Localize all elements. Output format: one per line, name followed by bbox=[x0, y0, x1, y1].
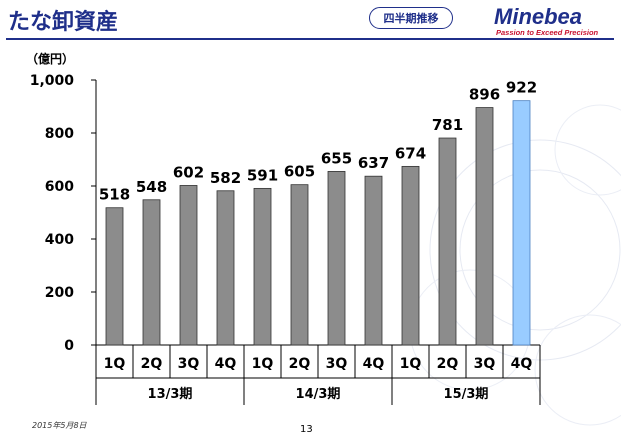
bar-value-label: 674 bbox=[395, 144, 426, 162]
bar bbox=[105, 207, 124, 346]
category-label: 3Q bbox=[474, 356, 496, 372]
bar bbox=[253, 187, 272, 346]
category-label: 4Q bbox=[215, 356, 237, 372]
bar-value-label: 548 bbox=[136, 178, 167, 196]
bar bbox=[327, 171, 346, 346]
chart-bars bbox=[105, 100, 531, 346]
bar-value-label: 591 bbox=[247, 166, 278, 184]
footer-date: 2015年5月8日 bbox=[32, 421, 87, 430]
category-label: 2Q bbox=[289, 356, 311, 372]
title-divider bbox=[6, 38, 614, 40]
category-label: 3Q bbox=[326, 356, 348, 372]
bar-value-label: 781 bbox=[432, 116, 463, 134]
bar bbox=[364, 175, 383, 346]
company-tagline: Passion to Exceed Precision bbox=[496, 28, 599, 37]
group-label: 13/3期 bbox=[148, 387, 193, 402]
category-label: 2Q bbox=[437, 356, 459, 372]
bar bbox=[438, 137, 457, 346]
y-tick-label: 400 bbox=[45, 232, 74, 248]
category-label: 1Q bbox=[252, 356, 274, 372]
y-axis-unit-label: （億円） bbox=[26, 52, 75, 66]
y-tick-label: 200 bbox=[45, 285, 74, 301]
bar bbox=[216, 190, 235, 346]
bar-value-label: 655 bbox=[321, 149, 352, 167]
y-tick-label: 600 bbox=[45, 179, 74, 195]
category-label: 4Q bbox=[511, 356, 533, 372]
bar-value-label: 922 bbox=[506, 79, 537, 97]
category-label: 1Q bbox=[104, 356, 126, 372]
chart-axes: 0 200 400 600 800 1,000 bbox=[30, 73, 541, 405]
y-tick-label: 1,000 bbox=[30, 73, 75, 89]
bar-value-label: 602 bbox=[173, 163, 204, 181]
period-badge: 四半期推移 bbox=[369, 7, 453, 29]
y-tick-label: 800 bbox=[45, 126, 74, 142]
bar bbox=[512, 100, 531, 346]
bar-value-label: 518 bbox=[99, 186, 130, 204]
category-label: 3Q bbox=[178, 356, 200, 372]
bar bbox=[179, 185, 198, 346]
category-label: 2Q bbox=[141, 356, 163, 372]
group-label: 15/3期 bbox=[444, 387, 489, 402]
bar bbox=[475, 107, 494, 346]
bar-value-label: 896 bbox=[469, 86, 500, 104]
category-label: 4Q bbox=[363, 356, 385, 372]
chart-labels: 518 1Q 548 2Q 602 3Q 582 4Q 591 1Q 605 2Q 655 3Q 637 4Q… bbox=[99, 79, 537, 402]
y-tick-label: 0 bbox=[64, 338, 74, 354]
bar bbox=[290, 184, 309, 346]
bar bbox=[401, 165, 420, 346]
bar-value-label: 605 bbox=[284, 163, 315, 181]
category-label: 1Q bbox=[400, 356, 422, 372]
bar bbox=[142, 199, 161, 346]
page-title: たな卸資産 bbox=[8, 10, 119, 35]
page-number: 13 bbox=[300, 424, 313, 435]
bar-value-label: 582 bbox=[210, 169, 241, 187]
company-logo: Minebea bbox=[494, 4, 583, 29]
group-label: 14/3期 bbox=[296, 387, 341, 402]
bar-value-label: 637 bbox=[358, 154, 389, 172]
